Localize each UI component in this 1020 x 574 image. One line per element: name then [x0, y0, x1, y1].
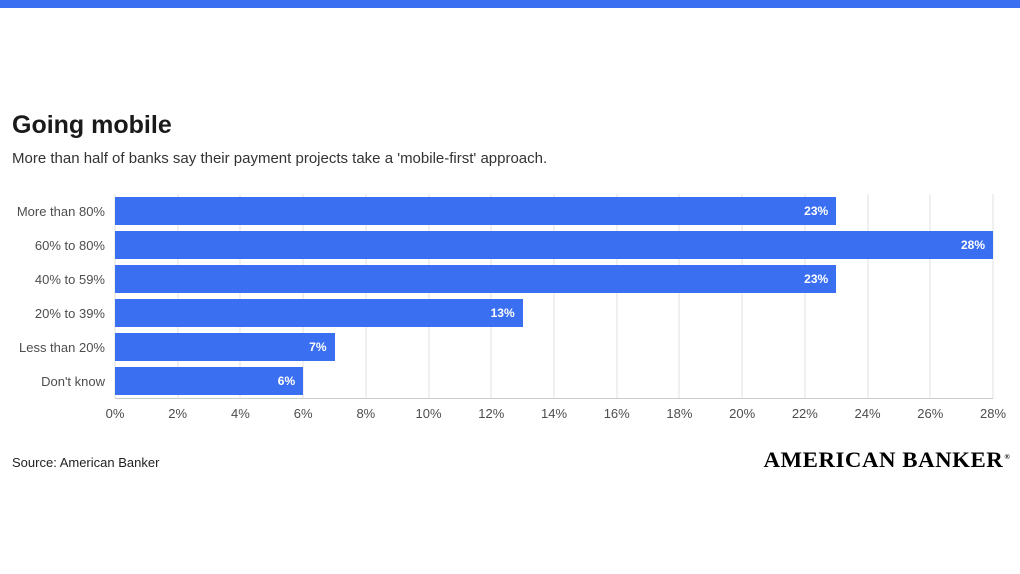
x-axis-tick-label: 0%: [105, 406, 125, 421]
page-title: Going mobile: [12, 111, 172, 139]
chart-footer: Source: American Banker AMERICAN BANKER®: [12, 447, 1010, 473]
bar-row: 20% to 39% 13%: [35, 296, 993, 330]
bar[interactable]: 23%: [115, 197, 837, 225]
registered-mark: ®: [1004, 452, 1010, 461]
bar-row: 60% to 80% 28%: [35, 228, 993, 262]
x-axis-tick-label: 16%: [603, 406, 630, 421]
bar[interactable]: 6%: [115, 367, 304, 395]
bar-value-label: 23%: [804, 204, 829, 218]
x-axis-tick-label: 6%: [293, 406, 313, 421]
bar[interactable]: 7%: [115, 333, 335, 361]
page-subtitle: More than half of banks say their paymen…: [12, 150, 548, 167]
x-axis: 0% 2% 4% 6% 8% 10% 12% 14% 16% 18% 20% 22% 24% 26% 28%: [106, 406, 1006, 426]
x-axis-tick-label: 26%: [917, 406, 944, 421]
bar-chart: More than 80% 23% 60% to 80% 28% 40% to 59% 2…: [0, 194, 1020, 426]
bar-value-label: 13%: [490, 306, 515, 320]
bar[interactable]: 23%: [115, 265, 837, 293]
y-axis-label: More than 80%: [16, 203, 105, 219]
y-axis-label: 20% to 39%: [34, 305, 105, 321]
x-axis-tick-label: 4%: [231, 406, 250, 421]
bar-row: Don't know 6%: [41, 364, 993, 398]
chart-header: Going mobile More than half of banks say…: [0, 8, 1020, 168]
x-axis-tick-label: 8%: [356, 406, 376, 421]
bar-row: Less than 20% 7%: [19, 330, 993, 364]
bar-value-label: 23%: [804, 272, 829, 286]
american-banker-logo: AMERICAN BANKER®: [763, 447, 1010, 473]
bar[interactable]: 13%: [115, 299, 523, 327]
x-axis-tick-label: 14%: [540, 406, 568, 421]
y-axis-label: Less than 20%: [18, 339, 105, 355]
x-axis-tick-label: 28%: [979, 406, 1007, 421]
bar-value-label: 6%: [277, 374, 296, 388]
bar-value-label: 28%: [960, 238, 985, 252]
x-axis-tick-label: 12%: [478, 406, 505, 421]
x-axis-tick-label: 2%: [168, 406, 188, 421]
top-accent-bar: [0, 0, 1020, 8]
logo-text: AMERICAN BANKER: [763, 447, 1003, 472]
bar[interactable]: 28%: [115, 231, 993, 259]
bar-row: 40% to 59% 23%: [35, 262, 993, 296]
source-note: Source: American Banker: [12, 455, 160, 470]
bar-value-label: 7%: [309, 340, 327, 354]
x-axis-tick-label: 20%: [729, 406, 756, 421]
x-axis-tick-label: 18%: [666, 406, 693, 421]
y-axis-label: 60% to 80%: [34, 237, 105, 253]
bar-rows: More than 80% 23% 60% to 80% 28% 40% to 59% 2…: [17, 194, 993, 398]
y-axis-label: 40% to 59%: [34, 271, 105, 287]
x-axis-tick-label: 10%: [415, 406, 442, 421]
x-axis-tick-label: 24%: [854, 406, 881, 421]
bar-row: More than 80% 23%: [17, 194, 993, 228]
y-axis-label: Don't know: [41, 373, 105, 389]
x-axis-tick-label: 22%: [791, 406, 818, 421]
plot-area: More than 80% 23% 60% to 80% 28% 40% to 59% 2…: [17, 194, 994, 399]
